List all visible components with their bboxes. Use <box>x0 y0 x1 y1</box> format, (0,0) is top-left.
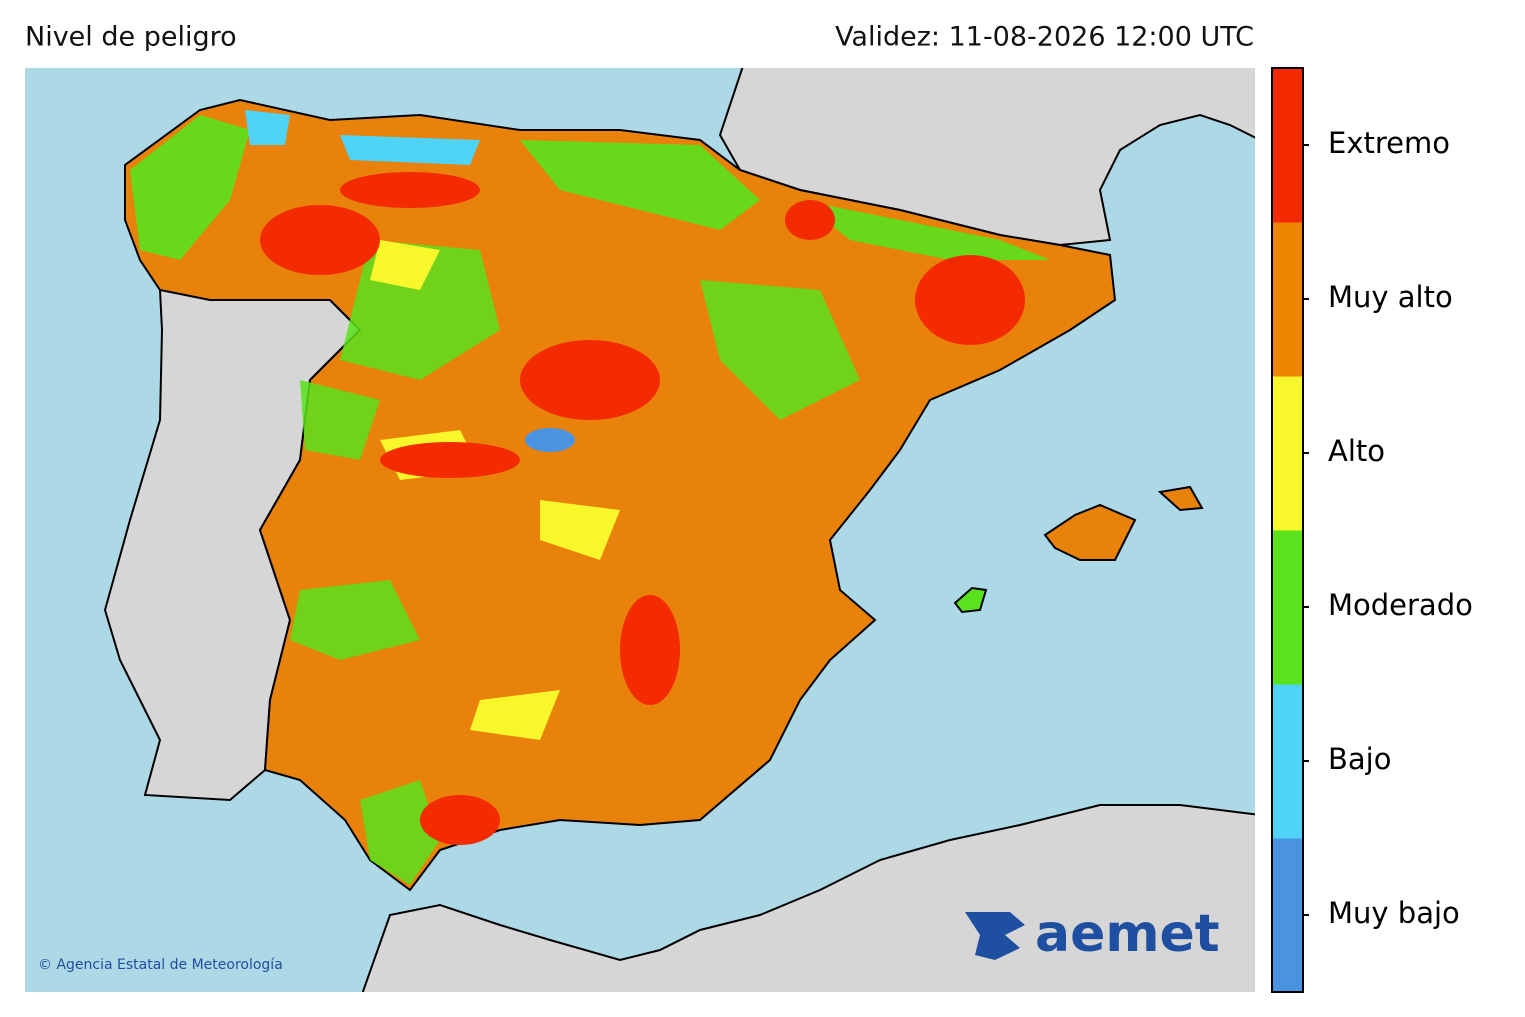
danger-areas <box>130 110 1050 885</box>
danger-area <box>130 115 250 260</box>
danger-area <box>520 140 760 230</box>
title: Nivel de peligro <box>25 22 237 53</box>
colorbar-label: Muy bajo <box>1328 896 1460 930</box>
danger-area <box>340 172 480 208</box>
danger-area <box>290 580 420 660</box>
ibiza <box>953 586 988 614</box>
danger-area <box>470 690 560 740</box>
credit: © Agencia Estatal de Meteorología <box>38 957 283 973</box>
danger-area <box>915 255 1025 345</box>
colorbar-label: Extremo <box>1328 126 1450 160</box>
danger-area <box>785 200 835 240</box>
colorbar-segment <box>1272 376 1303 531</box>
danger-area <box>260 205 380 275</box>
danger-area <box>370 240 440 290</box>
colorbar-segment <box>1272 684 1303 839</box>
validity: Validez: 11-08-2026 12:00 UTC <box>835 22 1254 53</box>
danger-area <box>520 340 660 420</box>
danger-area <box>620 595 680 705</box>
logo: aemet <box>965 904 1220 964</box>
colorbar-segment <box>1272 68 1303 223</box>
danger-area <box>540 500 620 560</box>
colorbar: Muy bajo Bajo Moderado Alto Muy alto Extremo <box>1271 67 1473 993</box>
colorbar-segment <box>1272 222 1303 377</box>
menorca <box>1157 485 1204 512</box>
danger-area <box>420 795 500 845</box>
colorbar-frame <box>1271 67 1304 993</box>
logo-icon <box>965 912 1025 960</box>
colorbar-segment <box>1272 838 1303 993</box>
map: © Agencia Estatal de Meteorología aemet <box>25 68 1255 992</box>
logo-text: aemet <box>1035 904 1220 964</box>
danger-area <box>360 780 440 885</box>
danger-area <box>340 135 480 165</box>
africa <box>361 804 1255 992</box>
danger-area <box>700 280 860 420</box>
danger-area <box>525 428 575 452</box>
danger-area <box>300 380 380 460</box>
colorbar-label: Bajo <box>1328 742 1391 776</box>
danger-area <box>380 442 520 478</box>
colorbar-label: Moderado <box>1328 588 1473 622</box>
colorbar-segment <box>1272 530 1303 685</box>
mallorca <box>1043 503 1137 561</box>
danger-area <box>800 200 1050 260</box>
danger-area <box>245 110 290 145</box>
colorbar-label: Alto <box>1328 434 1385 468</box>
colorbar-label: Muy alto <box>1328 280 1453 314</box>
